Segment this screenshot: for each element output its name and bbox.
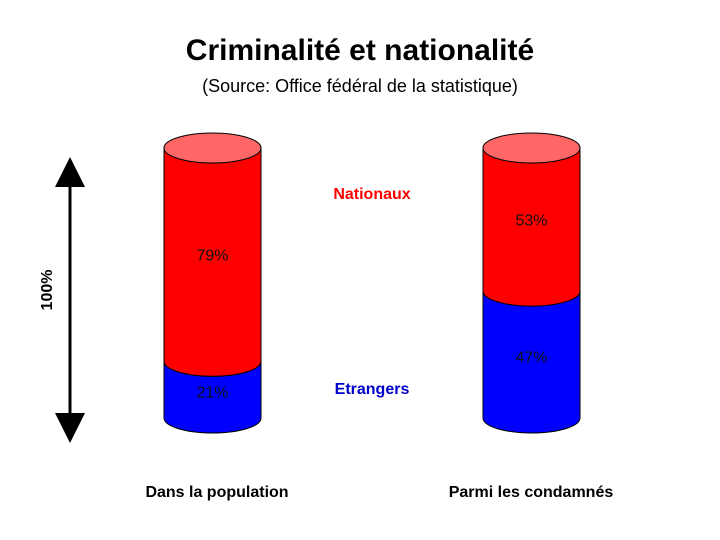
data-label-etrangers: 21% (196, 385, 228, 402)
bar-segment-nationaux (482, 147, 581, 307)
legend-etrangers: Etrangers (335, 381, 410, 398)
data-label-etrangers: 47% (515, 350, 547, 367)
data-label-nationaux: 53% (515, 213, 547, 230)
legend-nationaux: Nationaux (333, 186, 410, 203)
category-label-1: Parmi les condamnés (449, 484, 614, 501)
cylinder-top (482, 132, 581, 164)
cylinder-top (163, 132, 262, 164)
chart-title: Criminalité et nationalité (186, 34, 534, 67)
data-label-nationaux: 79% (196, 248, 228, 265)
chart-subtitle: (Source: Office fédéral de la statistiqu… (202, 76, 518, 96)
bar-segment-nationaux (163, 147, 262, 377)
y-axis-label: 100% (39, 270, 56, 311)
category-label-0: Dans la population (145, 484, 288, 501)
